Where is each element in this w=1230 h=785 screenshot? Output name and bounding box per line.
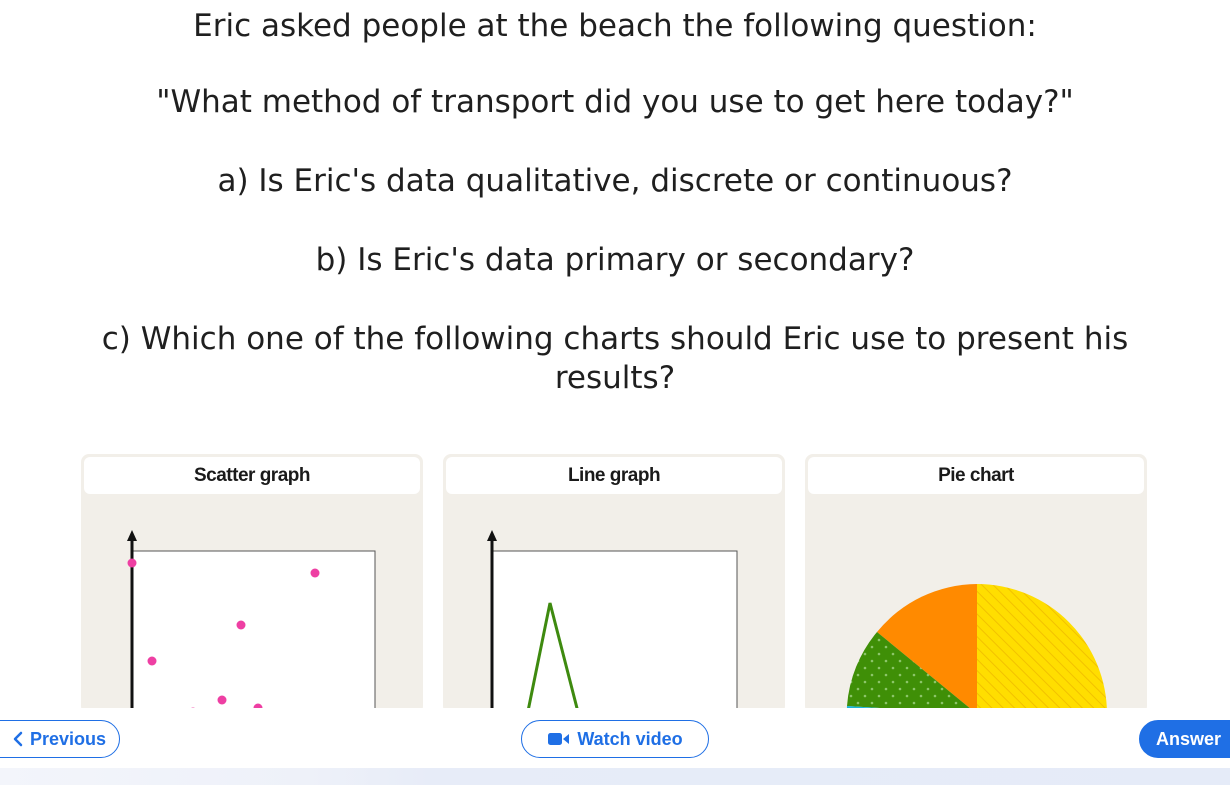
- video-camera-icon: [547, 731, 571, 747]
- chevron-left-icon: [12, 731, 24, 747]
- scatter-graph-illustration: [127, 530, 376, 714]
- scatter-point: [236, 620, 246, 630]
- line-graph-card[interactable]: Line graph: [443, 454, 785, 714]
- pie-chart-card[interactable]: Pie chart: [805, 454, 1147, 714]
- scatter-point: [310, 568, 320, 578]
- scatter-point: [217, 695, 227, 705]
- question-part-b: b) Is Eric's data primary or secondary?: [315, 242, 915, 278]
- line-graph-illustration: [487, 530, 738, 714]
- answer-button[interactable]: Answer: [1139, 720, 1230, 758]
- watch-video-button[interactable]: Watch video: [521, 720, 709, 758]
- question-line-1: Eric asked people at the beach the follo…: [193, 8, 1037, 44]
- line-plot-area: [491, 550, 738, 714]
- previous-button[interactable]: Previous: [0, 720, 120, 758]
- scatter-point: [147, 656, 157, 666]
- question-line-2: "What method of transport did you use to…: [156, 84, 1074, 120]
- scatter-graph-title: Scatter graph: [84, 457, 420, 494]
- scatter-point: [127, 558, 137, 568]
- pie-slice-yellow: [977, 584, 1107, 714]
- question-part-c-continued: results?: [554, 360, 676, 396]
- line-series: [525, 602, 581, 714]
- previous-button-label: Previous: [29, 729, 107, 749]
- line-y-axis-arrow: [487, 530, 497, 541]
- bottom-decorative-strip: [0, 768, 1230, 785]
- scatter-graph-card[interactable]: Scatter graph: [81, 454, 423, 714]
- watch-video-label: Watch video: [577, 729, 683, 749]
- line-graph-title: Line graph: [446, 457, 782, 494]
- pie-chart-title: Pie chart: [808, 457, 1144, 494]
- answer-button-label: Answer: [1156, 729, 1222, 749]
- scatter-y-axis-arrow: [127, 530, 137, 541]
- pie-chart-illustration: [846, 584, 1107, 714]
- pie-slice-orange: [877, 584, 977, 714]
- pie-slice-green: [847, 632, 977, 714]
- question-part-a: a) Is Eric's data qualitative, discrete …: [217, 163, 1013, 199]
- question-part-c: c) Which one of the following charts sho…: [101, 321, 1129, 357]
- scatter-plot-area: [131, 550, 376, 714]
